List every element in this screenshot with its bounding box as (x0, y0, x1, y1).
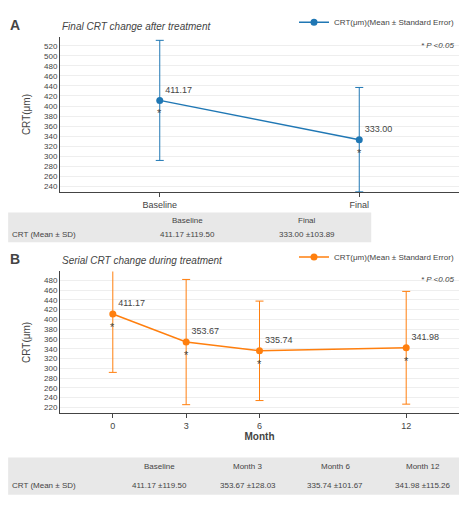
svg-text:*: * (357, 147, 362, 159)
svg-text:CRT(μm)(Mean ± Standard Error): CRT(μm)(Mean ± Standard Error) (334, 18, 454, 27)
svg-text:320: 320 (44, 142, 58, 151)
svg-text:Final: Final (298, 216, 316, 225)
svg-text:CRT(μm): CRT(μm) (21, 322, 32, 363)
svg-text:220: 220 (44, 403, 58, 412)
svg-text:300: 300 (44, 364, 58, 373)
svg-text:240: 240 (44, 393, 58, 402)
svg-text:500: 500 (44, 52, 58, 61)
svg-text:B: B (10, 251, 20, 267)
svg-text:*: * (184, 349, 189, 361)
svg-text:* P <0.05: * P <0.05 (421, 41, 454, 50)
svg-text:335.74 ±101.67: 335.74 ±101.67 (307, 481, 363, 490)
svg-text:Final CRT change after treatme: Final CRT change after treatment (62, 21, 211, 32)
svg-text:* P <0.05: * P <0.05 (421, 275, 454, 284)
svg-text:*: * (257, 358, 262, 370)
svg-text:333.00: 333.00 (365, 124, 393, 134)
svg-text:CRT(μm): CRT(μm) (21, 94, 32, 135)
svg-text:353.67: 353.67 (192, 326, 220, 336)
svg-text:Baseline: Baseline (142, 200, 177, 210)
svg-text:3: 3 (184, 421, 189, 431)
svg-text:280: 280 (44, 162, 58, 171)
svg-text:*: * (404, 355, 409, 367)
svg-text:240: 240 (44, 182, 58, 191)
svg-text:Month 12: Month 12 (406, 462, 440, 471)
svg-text:460: 460 (44, 286, 58, 295)
svg-text:411.17: 411.17 (165, 85, 192, 95)
svg-text:360: 360 (44, 122, 58, 131)
svg-text:CRT(μm)(Mean ± Standard Error): CRT(μm)(Mean ± Standard Error) (334, 253, 454, 262)
svg-text:*: * (110, 321, 115, 333)
svg-text:CRT (Mean ± SD): CRT (Mean ± SD) (12, 481, 76, 490)
svg-text:420: 420 (44, 92, 58, 101)
svg-text:Month 6: Month 6 (321, 462, 350, 471)
svg-text:333.00 ±103.89: 333.00 ±103.89 (279, 230, 335, 239)
svg-text:*: * (157, 107, 162, 119)
svg-text:480: 480 (44, 62, 58, 71)
svg-text:341.98 ±115.26: 341.98 ±115.26 (395, 481, 451, 490)
svg-text:440: 440 (44, 296, 58, 305)
svg-text:CRT (Mean ± SD): CRT (Mean ± SD) (12, 230, 76, 239)
svg-text:280: 280 (44, 374, 58, 383)
svg-text:260: 260 (44, 172, 58, 181)
svg-text:6: 6 (257, 421, 262, 431)
svg-text:260: 260 (44, 384, 58, 393)
svg-text:12: 12 (401, 421, 411, 431)
svg-text:Serial CRT change during treat: Serial CRT change during treatment (62, 255, 223, 266)
svg-text:520: 520 (44, 42, 58, 51)
svg-text:400: 400 (44, 102, 58, 111)
svg-text:360: 360 (44, 335, 58, 344)
svg-text:380: 380 (44, 112, 58, 121)
svg-text:340: 340 (44, 345, 58, 354)
svg-text:Month: Month (245, 431, 275, 442)
svg-text:460: 460 (44, 72, 58, 81)
svg-text:380: 380 (44, 325, 58, 334)
svg-text:353.67 ±128.03: 353.67 ±128.03 (220, 481, 276, 490)
svg-text:411.17: 411.17 (118, 298, 145, 308)
svg-text:411.17 ±119.50: 411.17 ±119.50 (132, 481, 187, 490)
svg-text:Month 3: Month 3 (233, 462, 262, 471)
svg-text:Final: Final (349, 200, 369, 210)
svg-text:A: A (10, 17, 20, 33)
svg-text:411.17 ±119.50: 411.17 ±119.50 (160, 230, 215, 239)
svg-text:0: 0 (110, 421, 115, 431)
svg-text:Baseline: Baseline (144, 462, 175, 471)
svg-text:335.74: 335.74 (265, 335, 293, 345)
svg-text:420: 420 (44, 305, 58, 314)
svg-text:340: 340 (44, 132, 58, 141)
svg-text:Baseline: Baseline (172, 216, 203, 225)
svg-text:320: 320 (44, 354, 58, 363)
svg-text:480: 480 (44, 276, 58, 285)
svg-text:341.98: 341.98 (412, 332, 440, 342)
svg-text:300: 300 (44, 152, 58, 161)
svg-text:440: 440 (44, 82, 58, 91)
svg-text:400: 400 (44, 315, 58, 324)
